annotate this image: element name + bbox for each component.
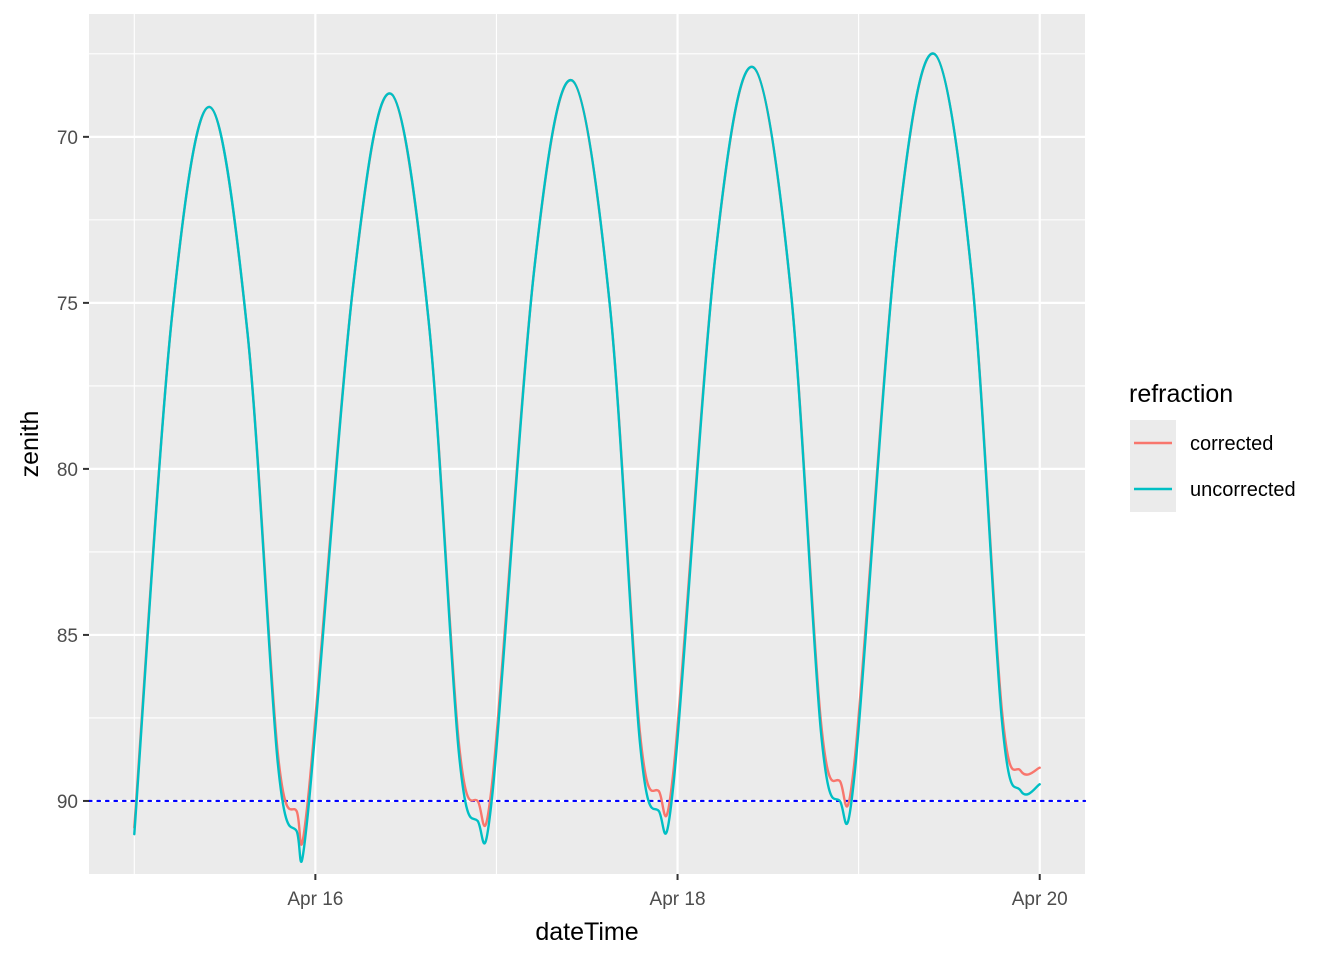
legend-label-corrected: corrected (1190, 433, 1273, 455)
series-line-uncorrected (133, 52, 1041, 863)
legend: refraction corrected uncorrected (1129, 380, 1296, 512)
x-axis-title: dateTime (535, 918, 638, 946)
x-axis: Apr 16 Apr 18 Apr 20 (287, 874, 1068, 910)
legend-label-uncorrected: uncorrected (1190, 479, 1296, 501)
y-tick-label: 75 (57, 294, 78, 315)
y-axis-title: zenith (16, 411, 44, 478)
x-tick-label: Apr 16 (287, 889, 343, 910)
x-tick-label: Apr 18 (650, 889, 706, 910)
y-tick-label: 85 (57, 626, 78, 647)
series-layer (133, 52, 1041, 863)
minor-gridlines (89, 14, 1085, 874)
legend-keys: corrected uncorrected (1130, 420, 1296, 512)
panel-background (89, 14, 1085, 874)
y-tick-label: 90 (57, 792, 78, 813)
legend-title: refraction (1129, 380, 1233, 408)
y-tick-label: 80 (57, 460, 78, 481)
y-tick-label: 70 (57, 128, 78, 149)
x-tick-label: Apr 20 (1012, 889, 1068, 910)
y-axis: 70 75 80 85 90 (57, 128, 89, 813)
